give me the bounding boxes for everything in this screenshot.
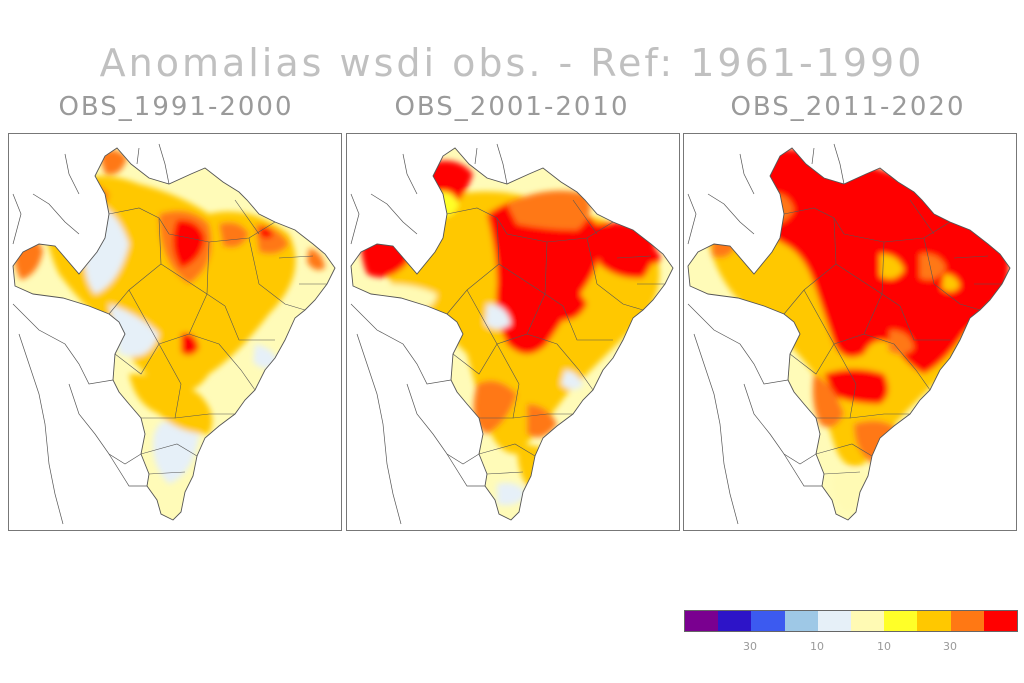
anomaly-field xyxy=(13,149,325,484)
anomaly-region-5 xyxy=(824,369,889,404)
state-borders xyxy=(108,199,327,475)
colorbar-cell-6 xyxy=(884,611,918,631)
colorbar-cell-4 xyxy=(817,611,852,631)
anomaly-region-13 xyxy=(497,482,527,506)
anomaly-region-9 xyxy=(172,219,205,268)
state-borders xyxy=(446,199,665,475)
anomaly-field xyxy=(704,149,1009,511)
map-panel-2011-2020 xyxy=(683,133,1017,531)
anomaly-region-10 xyxy=(219,222,249,248)
neighbor-borders xyxy=(687,143,845,525)
map-svg-2001-2010 xyxy=(350,143,674,525)
colorbar-cell-9 xyxy=(983,611,1018,631)
anomaly-region-10 xyxy=(485,304,511,329)
colorbar-label-pos30: 30 xyxy=(943,640,957,653)
anomaly-region-2 xyxy=(487,194,601,354)
anomaly-region-13 xyxy=(181,333,199,356)
brazil-outline xyxy=(12,147,336,521)
anomaly-region-11 xyxy=(561,370,583,390)
anomaly-region-7 xyxy=(99,149,127,175)
anomaly-region-10 xyxy=(920,253,946,280)
map-panel-2001-2010 xyxy=(346,133,680,531)
neighbor-borders xyxy=(12,143,170,525)
colorbar-cell-0 xyxy=(685,611,719,631)
panel-title-3: OBS_2011-2020 xyxy=(730,92,966,122)
anomaly-region-9 xyxy=(880,254,904,279)
state-borders xyxy=(783,199,1002,475)
anomaly-region-15 xyxy=(307,248,325,270)
anomaly-region-4 xyxy=(597,222,655,279)
anomaly-region-16 xyxy=(259,226,273,239)
map-svg-2011-2020 xyxy=(687,143,1011,525)
anomaly-region-2 xyxy=(720,190,756,230)
neighbor-borders xyxy=(350,143,508,525)
colorbar-cell-8 xyxy=(950,611,984,631)
colorbar-cell-7 xyxy=(917,611,951,631)
anomaly-region-14 xyxy=(643,244,661,264)
anomaly-region-6 xyxy=(812,374,844,428)
panel-title-2: OBS_2001-2010 xyxy=(394,92,630,122)
anomaly-region-14 xyxy=(299,324,312,342)
anomaly-region-7 xyxy=(387,284,437,311)
panel-title-1: OBS_1991-2000 xyxy=(58,92,294,122)
colorbar-cell-5 xyxy=(851,611,885,631)
anomaly-region-5 xyxy=(557,284,587,321)
brazil-outline xyxy=(350,147,674,521)
anomaly-region-3 xyxy=(507,190,591,230)
anomaly-region-2 xyxy=(109,304,159,357)
colorbar-label-pos10: 10 xyxy=(877,640,891,653)
map-panel-1991-2000 xyxy=(8,133,342,531)
colorbar-label-neg10: 10 xyxy=(810,640,824,653)
colorbar-label-neg30: 30 xyxy=(743,640,757,653)
map-svg-1991-2000 xyxy=(12,143,336,525)
brazil-outline xyxy=(687,147,1011,521)
color-scale-bar xyxy=(684,610,1018,632)
anomaly-region-9 xyxy=(527,404,557,438)
colorbar-cell-1 xyxy=(718,611,752,631)
anomaly-region-11 xyxy=(942,274,960,292)
anomaly-region-3 xyxy=(153,420,199,484)
anomaly-region-8 xyxy=(473,380,517,434)
colorbar-cell-2 xyxy=(751,611,785,631)
main-title: Anomalias wsdi obs. - Ref: 1961-1990 xyxy=(99,41,925,85)
colorbar-cell-3 xyxy=(784,611,818,631)
anomaly-region-12 xyxy=(888,330,914,355)
anomaly-region-5 xyxy=(129,374,213,434)
